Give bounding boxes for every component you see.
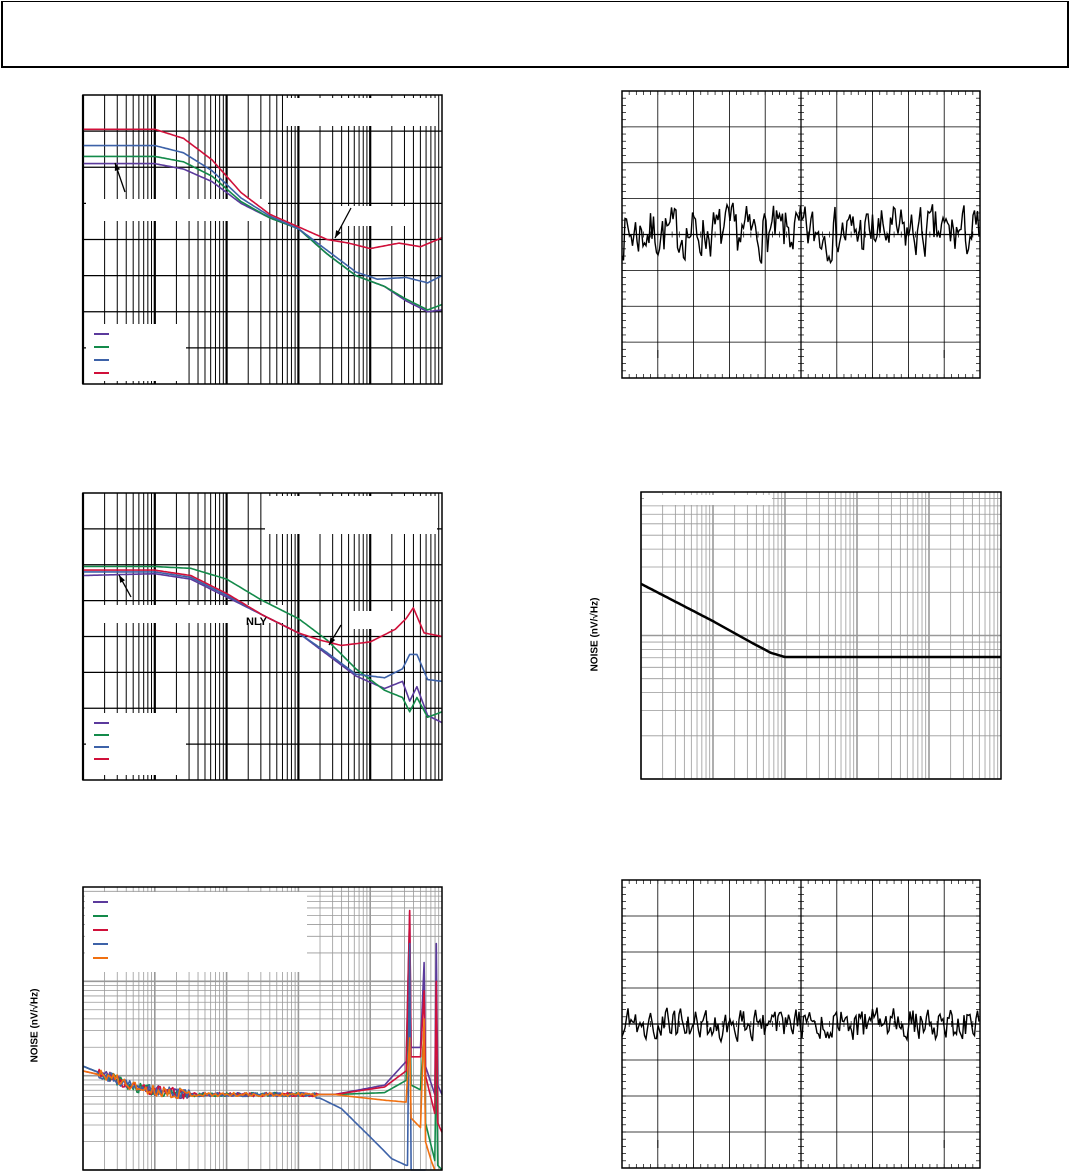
chart-frequency-response-1 [81, 94, 443, 385]
plot-frame [640, 491, 1002, 780]
label-area [86, 199, 268, 221]
label-area [351, 611, 403, 629]
label-area [338, 206, 408, 226]
series-line-3 [82, 909, 443, 1133]
chart-frequency-response-2 [81, 492, 443, 781]
series-line-1 [83, 162, 443, 313]
arrow-head [329, 637, 336, 645]
series-line-3 [83, 144, 443, 284]
chart-noise-spectrum [82, 886, 443, 1171]
series-line-2 [83, 565, 443, 718]
y-axis-label: NOISE (nV/√Hz) [589, 597, 601, 672]
label-area [86, 605, 286, 623]
chart-annotation: NLY [246, 616, 267, 628]
arrow-head [335, 230, 341, 238]
series-line-4 [83, 569, 443, 647]
series-line-5 [82, 1018, 436, 1171]
series-line-1 [83, 572, 443, 724]
label-area [283, 98, 438, 126]
chart-scope-noise-1 [621, 90, 981, 379]
label-area [265, 496, 437, 534]
series-line-4 [83, 128, 443, 250]
arrow-head [119, 575, 126, 583]
scope-trace [621, 1007, 980, 1044]
page-header-box [1, 1, 1069, 68]
label-area [644, 495, 772, 505]
plot-frame [82, 94, 443, 385]
plot-frame [82, 492, 443, 781]
scope-trace [621, 202, 980, 265]
plot-frame [621, 90, 981, 379]
series-line-2 [83, 155, 443, 311]
series-line-4 [82, 942, 426, 1171]
chart-scope-noise-2 [621, 879, 981, 1169]
y-axis-label: NOISE (nV/√Hz) [29, 988, 41, 1063]
arrow-head [114, 163, 121, 171]
label-area [85, 892, 307, 972]
chart-noise-density [640, 491, 1002, 780]
plot-frame [621, 879, 981, 1169]
plot-frame [82, 886, 443, 1171]
series-line-1 [640, 582, 1001, 659]
